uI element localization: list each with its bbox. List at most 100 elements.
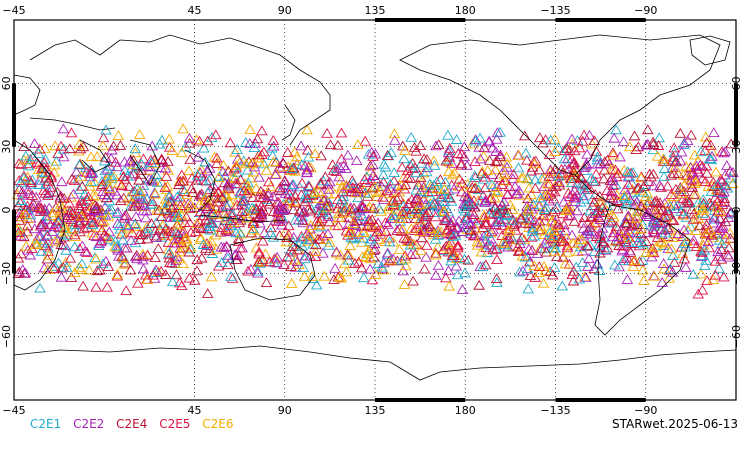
observation-marker (658, 263, 670, 274)
observation-marker (696, 204, 709, 215)
observation-marker (231, 166, 244, 177)
observation-marker (134, 186, 146, 197)
observation-marker (434, 191, 447, 202)
observation-marker (344, 240, 356, 251)
observation-marker (704, 224, 717, 235)
observation-marker (643, 211, 655, 222)
observation-marker (655, 235, 667, 246)
observation-marker (296, 177, 308, 188)
observation-marker (260, 164, 273, 175)
observation-marker (338, 258, 351, 269)
observation-marker (321, 196, 334, 206)
observation-marker (283, 188, 296, 199)
observation-marker (277, 157, 290, 168)
observation-marker (358, 174, 371, 184)
observation-marker (141, 249, 154, 260)
observation-marker (84, 180, 96, 191)
observation-marker (357, 201, 369, 212)
observation-marker (197, 239, 210, 249)
observation-marker (637, 254, 649, 265)
observation-marker (580, 271, 592, 282)
observation-marker (42, 264, 54, 274)
observation-marker (183, 165, 195, 176)
coastline-europe-west (13, 74, 41, 116)
observation-marker (400, 260, 412, 271)
observation-marker (397, 265, 410, 276)
observation-marker (135, 158, 148, 169)
observation-marker (496, 179, 508, 189)
observation-marker (666, 266, 679, 277)
observation-marker (393, 186, 406, 197)
observation-marker (319, 171, 332, 182)
observation-marker (101, 281, 113, 292)
observation-marker (588, 135, 601, 146)
observation-marker (469, 156, 481, 166)
observation-marker (584, 239, 596, 250)
observation-marker (399, 145, 411, 156)
observation-marker (365, 174, 377, 185)
observation-marker (537, 210, 550, 221)
observation-marker (352, 182, 365, 193)
coastline-antarctica (13, 345, 737, 381)
observation-marker (464, 224, 477, 235)
observation-marker (163, 247, 176, 258)
observation-marker (34, 282, 46, 293)
observation-marker (651, 197, 663, 208)
observation-marker (160, 223, 172, 234)
observation-marker (382, 218, 394, 229)
observation-marker (203, 245, 216, 256)
observation-marker (623, 141, 636, 152)
observation-marker (647, 224, 660, 234)
observation-marker (618, 164, 631, 175)
observation-marker (62, 210, 75, 220)
observation-marker (58, 143, 70, 154)
observation-marker (540, 246, 553, 257)
observation-marker (49, 140, 61, 151)
observation-marker (177, 225, 190, 236)
lat-tick-label-right: 60 (730, 76, 743, 90)
observation-marker (665, 224, 677, 235)
observation-marker (369, 269, 382, 280)
coastline-south-america (594, 204, 691, 336)
observation-marker (483, 135, 496, 146)
observation-marker (313, 215, 326, 226)
observation-marker (612, 167, 625, 178)
observation-marker (502, 207, 515, 218)
observation-marker (467, 230, 480, 241)
observation-marker (366, 214, 378, 224)
observation-marker (305, 220, 317, 230)
observation-marker (362, 188, 375, 198)
observation-marker (480, 242, 492, 253)
observation-marker (377, 169, 390, 180)
observation-marker (356, 251, 369, 261)
observation-marker (43, 186, 56, 197)
observation-marker (350, 219, 362, 230)
observation-marker (357, 232, 370, 243)
observation-marker (216, 201, 229, 212)
observation-marker (659, 227, 672, 238)
observation-marker (90, 253, 102, 264)
observation-marker (371, 226, 384, 237)
observation-marker (247, 166, 260, 177)
observation-marker (559, 163, 571, 174)
observation-marker (20, 150, 32, 161)
observation-marker (404, 173, 417, 183)
observation-marker (659, 238, 671, 249)
observation-marker (147, 269, 159, 280)
observation-marker (617, 255, 629, 266)
observation-marker (180, 232, 193, 243)
observation-marker (455, 186, 468, 197)
observation-marker (102, 189, 115, 200)
lon-tick-label-bottom: −90 (634, 404, 657, 417)
observation-marker (253, 152, 265, 163)
observation-marker (490, 146, 502, 156)
observation-marker (489, 156, 502, 167)
observation-marker (246, 202, 258, 213)
observation-marker (149, 188, 162, 199)
observation-marker (413, 199, 426, 210)
observation-marker (29, 237, 41, 248)
observation-marker (606, 230, 619, 241)
observation-marker (653, 132, 665, 143)
observation-marker (451, 269, 464, 280)
observation-marker (97, 132, 110, 143)
